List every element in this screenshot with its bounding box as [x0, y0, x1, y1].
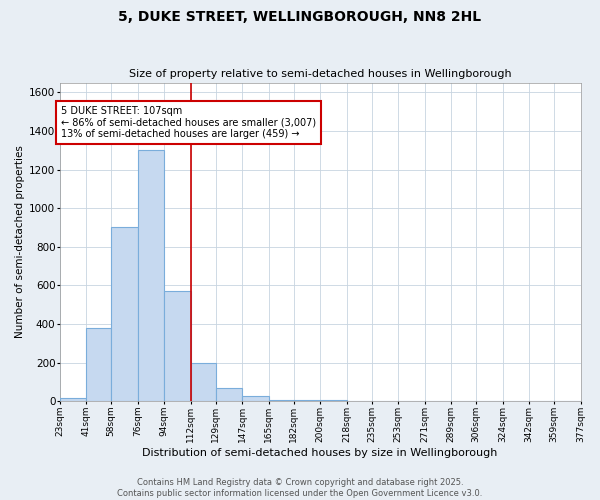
Bar [293, 400, 320, 402]
X-axis label: Distribution of semi-detached houses by size in Wellingborough: Distribution of semi-detached houses by … [142, 448, 498, 458]
Bar [191, 363, 215, 402]
Text: 5, DUKE STREET, WELLINGBOROUGH, NN8 2HL: 5, DUKE STREET, WELLINGBOROUGH, NN8 2HL [118, 10, 482, 24]
Text: 5 DUKE STREET: 107sqm
← 86% of semi-detached houses are smaller (3,007)
13% of s: 5 DUKE STREET: 107sqm ← 86% of semi-deta… [61, 106, 316, 139]
Bar [111, 228, 137, 402]
Bar [215, 388, 242, 402]
Y-axis label: Number of semi-detached properties: Number of semi-detached properties [15, 146, 25, 338]
Title: Size of property relative to semi-detached houses in Wellingborough: Size of property relative to semi-detach… [129, 69, 511, 79]
Bar [86, 328, 111, 402]
Bar [59, 398, 86, 402]
Bar [320, 400, 347, 402]
Bar [242, 396, 269, 402]
Bar [269, 400, 293, 402]
Bar [164, 292, 191, 402]
Text: Contains HM Land Registry data © Crown copyright and database right 2025.
Contai: Contains HM Land Registry data © Crown c… [118, 478, 482, 498]
Bar [137, 150, 164, 402]
